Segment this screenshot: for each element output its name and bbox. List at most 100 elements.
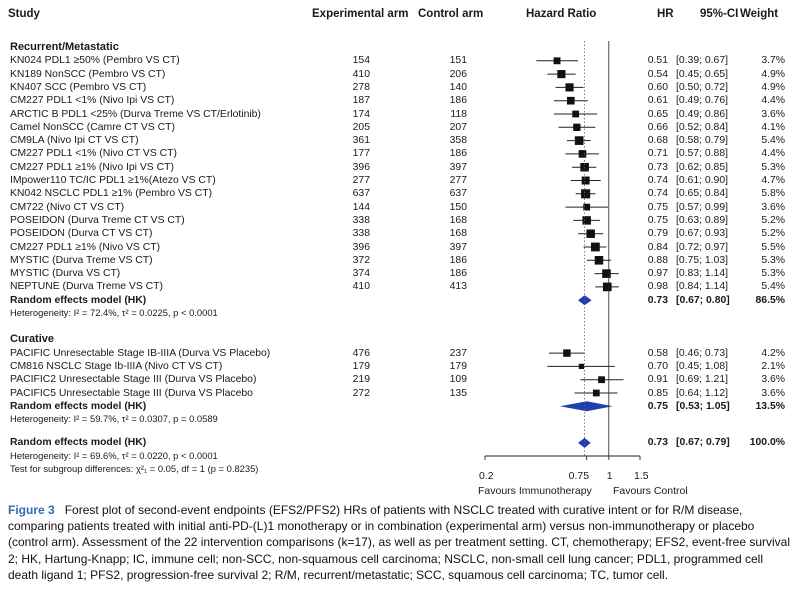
study-hr: 0.73 bbox=[647, 161, 668, 173]
experimental-n: 272 bbox=[352, 387, 370, 399]
header-weight: Weight bbox=[740, 8, 779, 20]
random-effects-hr: 0.75 bbox=[647, 400, 668, 412]
study-ci: [0.45; 0.65] bbox=[676, 68, 728, 80]
study-name: CM722 (Nivo CT VS CT) bbox=[10, 201, 125, 213]
study-name: CM816 NSCLC Stage Ib-IIIA (Nivo CT VS CT… bbox=[10, 360, 223, 372]
study-name: MYSTIC (Durva VS CT) bbox=[10, 268, 121, 280]
experimental-n: 396 bbox=[352, 241, 370, 253]
study-point bbox=[594, 256, 604, 265]
study-weight: 4.4% bbox=[761, 95, 785, 107]
study-point bbox=[598, 376, 605, 384]
study-name: KN407 SCC (Pembro VS CT) bbox=[10, 81, 147, 93]
study-ci: [0.58; 0.79] bbox=[676, 135, 728, 147]
control-n: 109 bbox=[449, 374, 467, 386]
study-ci: [0.62; 0.85] bbox=[676, 161, 728, 173]
overall-hr: 0.73 bbox=[647, 437, 668, 449]
study-hr: 0.66 bbox=[647, 121, 668, 133]
study-hr: 0.65 bbox=[647, 108, 668, 120]
study-hr: 0.70 bbox=[647, 360, 668, 372]
study-hr: 0.51 bbox=[647, 55, 668, 67]
study-hr: 0.91 bbox=[647, 374, 668, 386]
study-weight: 4.7% bbox=[761, 175, 785, 186]
study-name: CM227 PDL1 <1% (Nivo CT VS CT) bbox=[10, 148, 177, 160]
study-ci: [0.61; 0.90] bbox=[676, 175, 728, 186]
experimental-n: 410 bbox=[352, 281, 370, 293]
study-name: MYSTIC (Durva Treme VS CT) bbox=[10, 254, 153, 266]
study-point bbox=[574, 136, 584, 145]
study-hr: 0.79 bbox=[647, 228, 668, 240]
x-tick-label: 1 bbox=[606, 470, 613, 482]
caption-label: Figure 3 bbox=[8, 503, 55, 517]
study-name: IMpower110 TC/IC PDL1 ≥1%(Atezo VS CT) bbox=[10, 175, 216, 186]
study-weight: 5.3% bbox=[761, 254, 785, 266]
study-hr: 0.54 bbox=[647, 68, 668, 80]
study-ci: [0.83; 1.14] bbox=[676, 268, 728, 280]
study-point bbox=[586, 229, 595, 238]
study-ci: [0.49; 0.76] bbox=[676, 95, 728, 107]
experimental-n: 219 bbox=[352, 374, 370, 386]
control-n: 237 bbox=[449, 347, 467, 359]
study-point bbox=[591, 242, 600, 252]
experimental-n: 277 bbox=[352, 175, 370, 186]
control-n: 397 bbox=[449, 241, 467, 253]
experimental-n: 187 bbox=[352, 95, 370, 107]
study-name: PACIFIC2 Unresectable Stage III (Durva V… bbox=[10, 374, 257, 386]
study-point bbox=[582, 216, 591, 225]
control-n: 207 bbox=[449, 121, 467, 133]
study-ci: [0.63; 0.89] bbox=[676, 214, 728, 226]
experimental-n: 396 bbox=[352, 161, 370, 173]
study-point bbox=[563, 349, 571, 357]
study-weight: 4.9% bbox=[761, 68, 785, 80]
study-name: KN189 NonSCC (Pembro VS CT) bbox=[10, 68, 166, 80]
random-effects-diamond bbox=[559, 401, 613, 412]
x-tick-label: 0.2 bbox=[479, 470, 494, 482]
experimental-n: 361 bbox=[352, 135, 370, 147]
study-hr: 0.88 bbox=[647, 254, 668, 266]
control-n: 186 bbox=[449, 254, 467, 266]
study-name: ARCTIC B PDL1 <25% (Durva Treme VS CT/Er… bbox=[10, 108, 261, 120]
study-point bbox=[573, 123, 581, 131]
header-experimental-arm: Experimental arm bbox=[312, 8, 409, 20]
header-ci: 95%-CI bbox=[700, 8, 739, 20]
control-n: 206 bbox=[449, 68, 467, 80]
study-weight: 5.3% bbox=[761, 268, 785, 280]
study-weight: 3.6% bbox=[761, 201, 785, 213]
study-point bbox=[557, 70, 566, 79]
study-point bbox=[602, 269, 611, 278]
random-effects-label: Random effects model (HK) bbox=[10, 294, 147, 306]
study-point bbox=[565, 83, 574, 92]
group-title: Recurrent/Metastatic bbox=[10, 41, 119, 53]
study-weight: 3.6% bbox=[761, 387, 785, 399]
overall-weight: 100.0% bbox=[749, 437, 785, 449]
control-n: 168 bbox=[449, 228, 467, 240]
study-point bbox=[578, 363, 584, 370]
experimental-n: 338 bbox=[352, 214, 370, 226]
overall-heterogeneity-text: Heterogeneity: I² = 69.6%, τ² = 0.0220, … bbox=[10, 449, 218, 461]
study-weight: 4.2% bbox=[761, 347, 785, 359]
study-ci: [0.67; 0.93] bbox=[676, 228, 728, 240]
control-n: 179 bbox=[449, 360, 467, 372]
header-control-arm: Control arm bbox=[418, 8, 484, 20]
experimental-n: 410 bbox=[352, 68, 370, 80]
study-ci: [0.57; 0.88] bbox=[676, 148, 728, 160]
favours-right-label: Favours Control bbox=[613, 485, 688, 497]
header-study: Study bbox=[8, 8, 40, 20]
experimental-n: 278 bbox=[352, 81, 370, 93]
study-hr: 0.58 bbox=[647, 347, 668, 359]
study-weight: 2.1% bbox=[761, 360, 785, 372]
control-n: 150 bbox=[449, 201, 467, 213]
overall-ci: [0.67; 0.79] bbox=[676, 437, 730, 449]
study-weight: 5.2% bbox=[761, 228, 785, 240]
subgroup-test-text: Test for subgroup differences: χ²₁ = 0.0… bbox=[10, 463, 259, 474]
study-weight: 3.7% bbox=[761, 55, 785, 67]
experimental-n: 177 bbox=[352, 148, 370, 160]
experimental-n: 205 bbox=[352, 121, 370, 133]
study-ci: [0.50; 0.72] bbox=[676, 81, 728, 93]
heterogeneity-text: Heterogeneity: I² = 72.4%, τ² = 0.0225, … bbox=[10, 307, 218, 318]
random-effects-weight: 86.5% bbox=[755, 294, 785, 306]
experimental-n: 174 bbox=[352, 108, 370, 120]
control-n: 151 bbox=[449, 55, 467, 67]
random-effects-label: Random effects model (HK) bbox=[10, 400, 147, 412]
control-n: 168 bbox=[449, 214, 467, 226]
control-n: 118 bbox=[450, 108, 467, 120]
